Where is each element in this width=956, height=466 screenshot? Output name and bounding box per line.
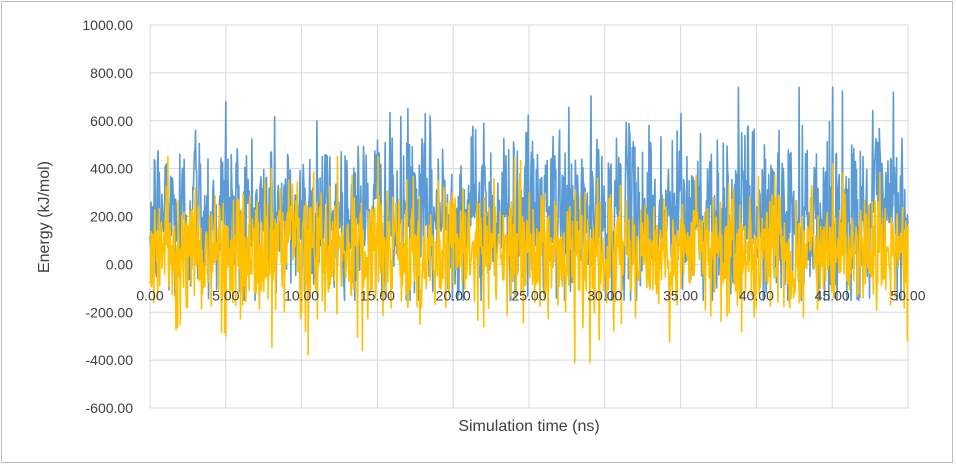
y-tick-label: 800.00 [90,65,133,81]
x-tick-label: 45.00 [815,287,850,303]
x-tick-label: 35.00 [663,287,698,303]
x-tick-label: 5.00 [212,287,239,303]
y-tick-label: -400.00 [86,352,134,368]
y-tick-label: -600.00 [86,400,134,416]
series-yellow-line [149,155,909,364]
x-tick-label: 10.00 [284,287,319,303]
x-tick-label: 25.00 [511,287,546,303]
x-tick-label: 40.00 [739,287,774,303]
y-axis-title: Energy (kJ/mol) [36,161,53,273]
y-tick-label: 400.00 [90,161,133,177]
y-tick-label: 0.00 [106,256,133,272]
y-tick-label: 600.00 [90,113,133,129]
x-axis-title: Simulation time (ns) [458,418,599,435]
x-tick-label: 0.00 [136,287,163,303]
x-tick-label: 15.00 [360,287,395,303]
x-tick-label: 20.00 [436,287,471,303]
y-tick-label: 200.00 [90,209,133,225]
axis-layer: 1000.00800.00600.00400.00200.000.00-200.… [82,17,925,416]
y-tick-label: -200.00 [86,304,134,320]
x-tick-label: 30.00 [587,287,622,303]
plot-layer [149,86,909,364]
y-tick-label: 1000.00 [82,17,133,33]
x-tick-label: 50.00 [890,287,925,303]
